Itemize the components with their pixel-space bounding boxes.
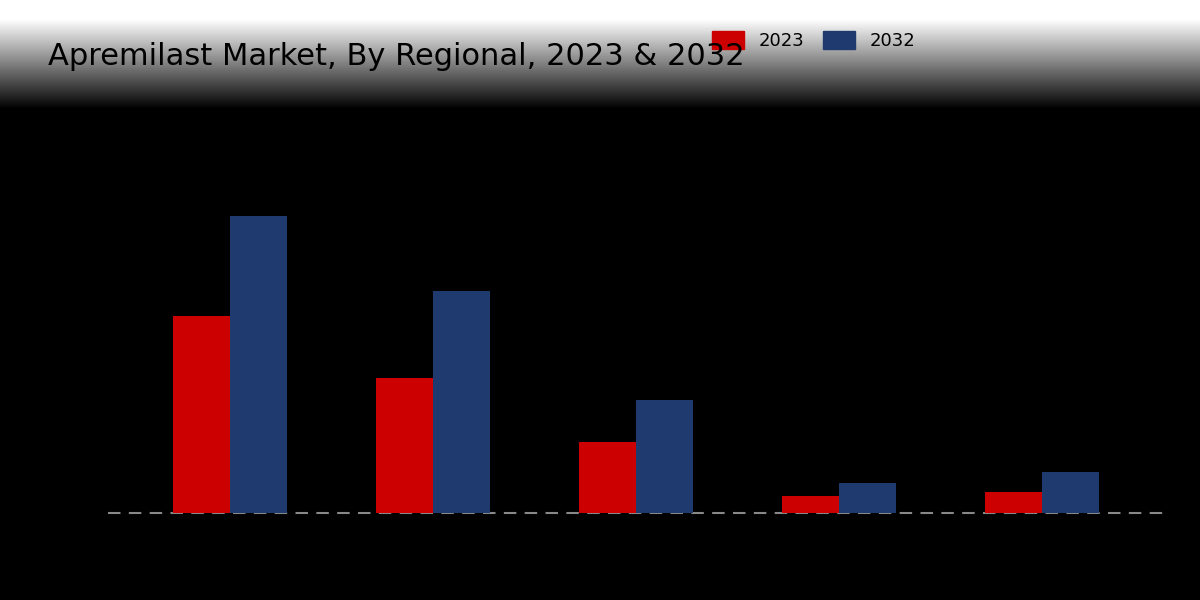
Y-axis label: Market Size in USD Billion: Market Size in USD Billion — [76, 226, 94, 458]
Bar — [636, 400, 692, 513]
Bar — [230, 216, 287, 513]
Legend: 2023, 2032: 2023, 2032 — [704, 23, 923, 58]
Bar — [173, 316, 230, 513]
Text: 1.05: 1.05 — [133, 298, 170, 313]
Bar — [376, 377, 433, 513]
Bar — [433, 291, 490, 513]
Text: Apremilast Market, By Regional, 2023 & 2032: Apremilast Market, By Regional, 2023 & 2… — [48, 42, 745, 71]
Bar — [1042, 472, 1099, 513]
Bar — [985, 493, 1042, 513]
Bar — [580, 442, 636, 513]
Bar — [782, 496, 839, 513]
Bar — [839, 483, 896, 513]
